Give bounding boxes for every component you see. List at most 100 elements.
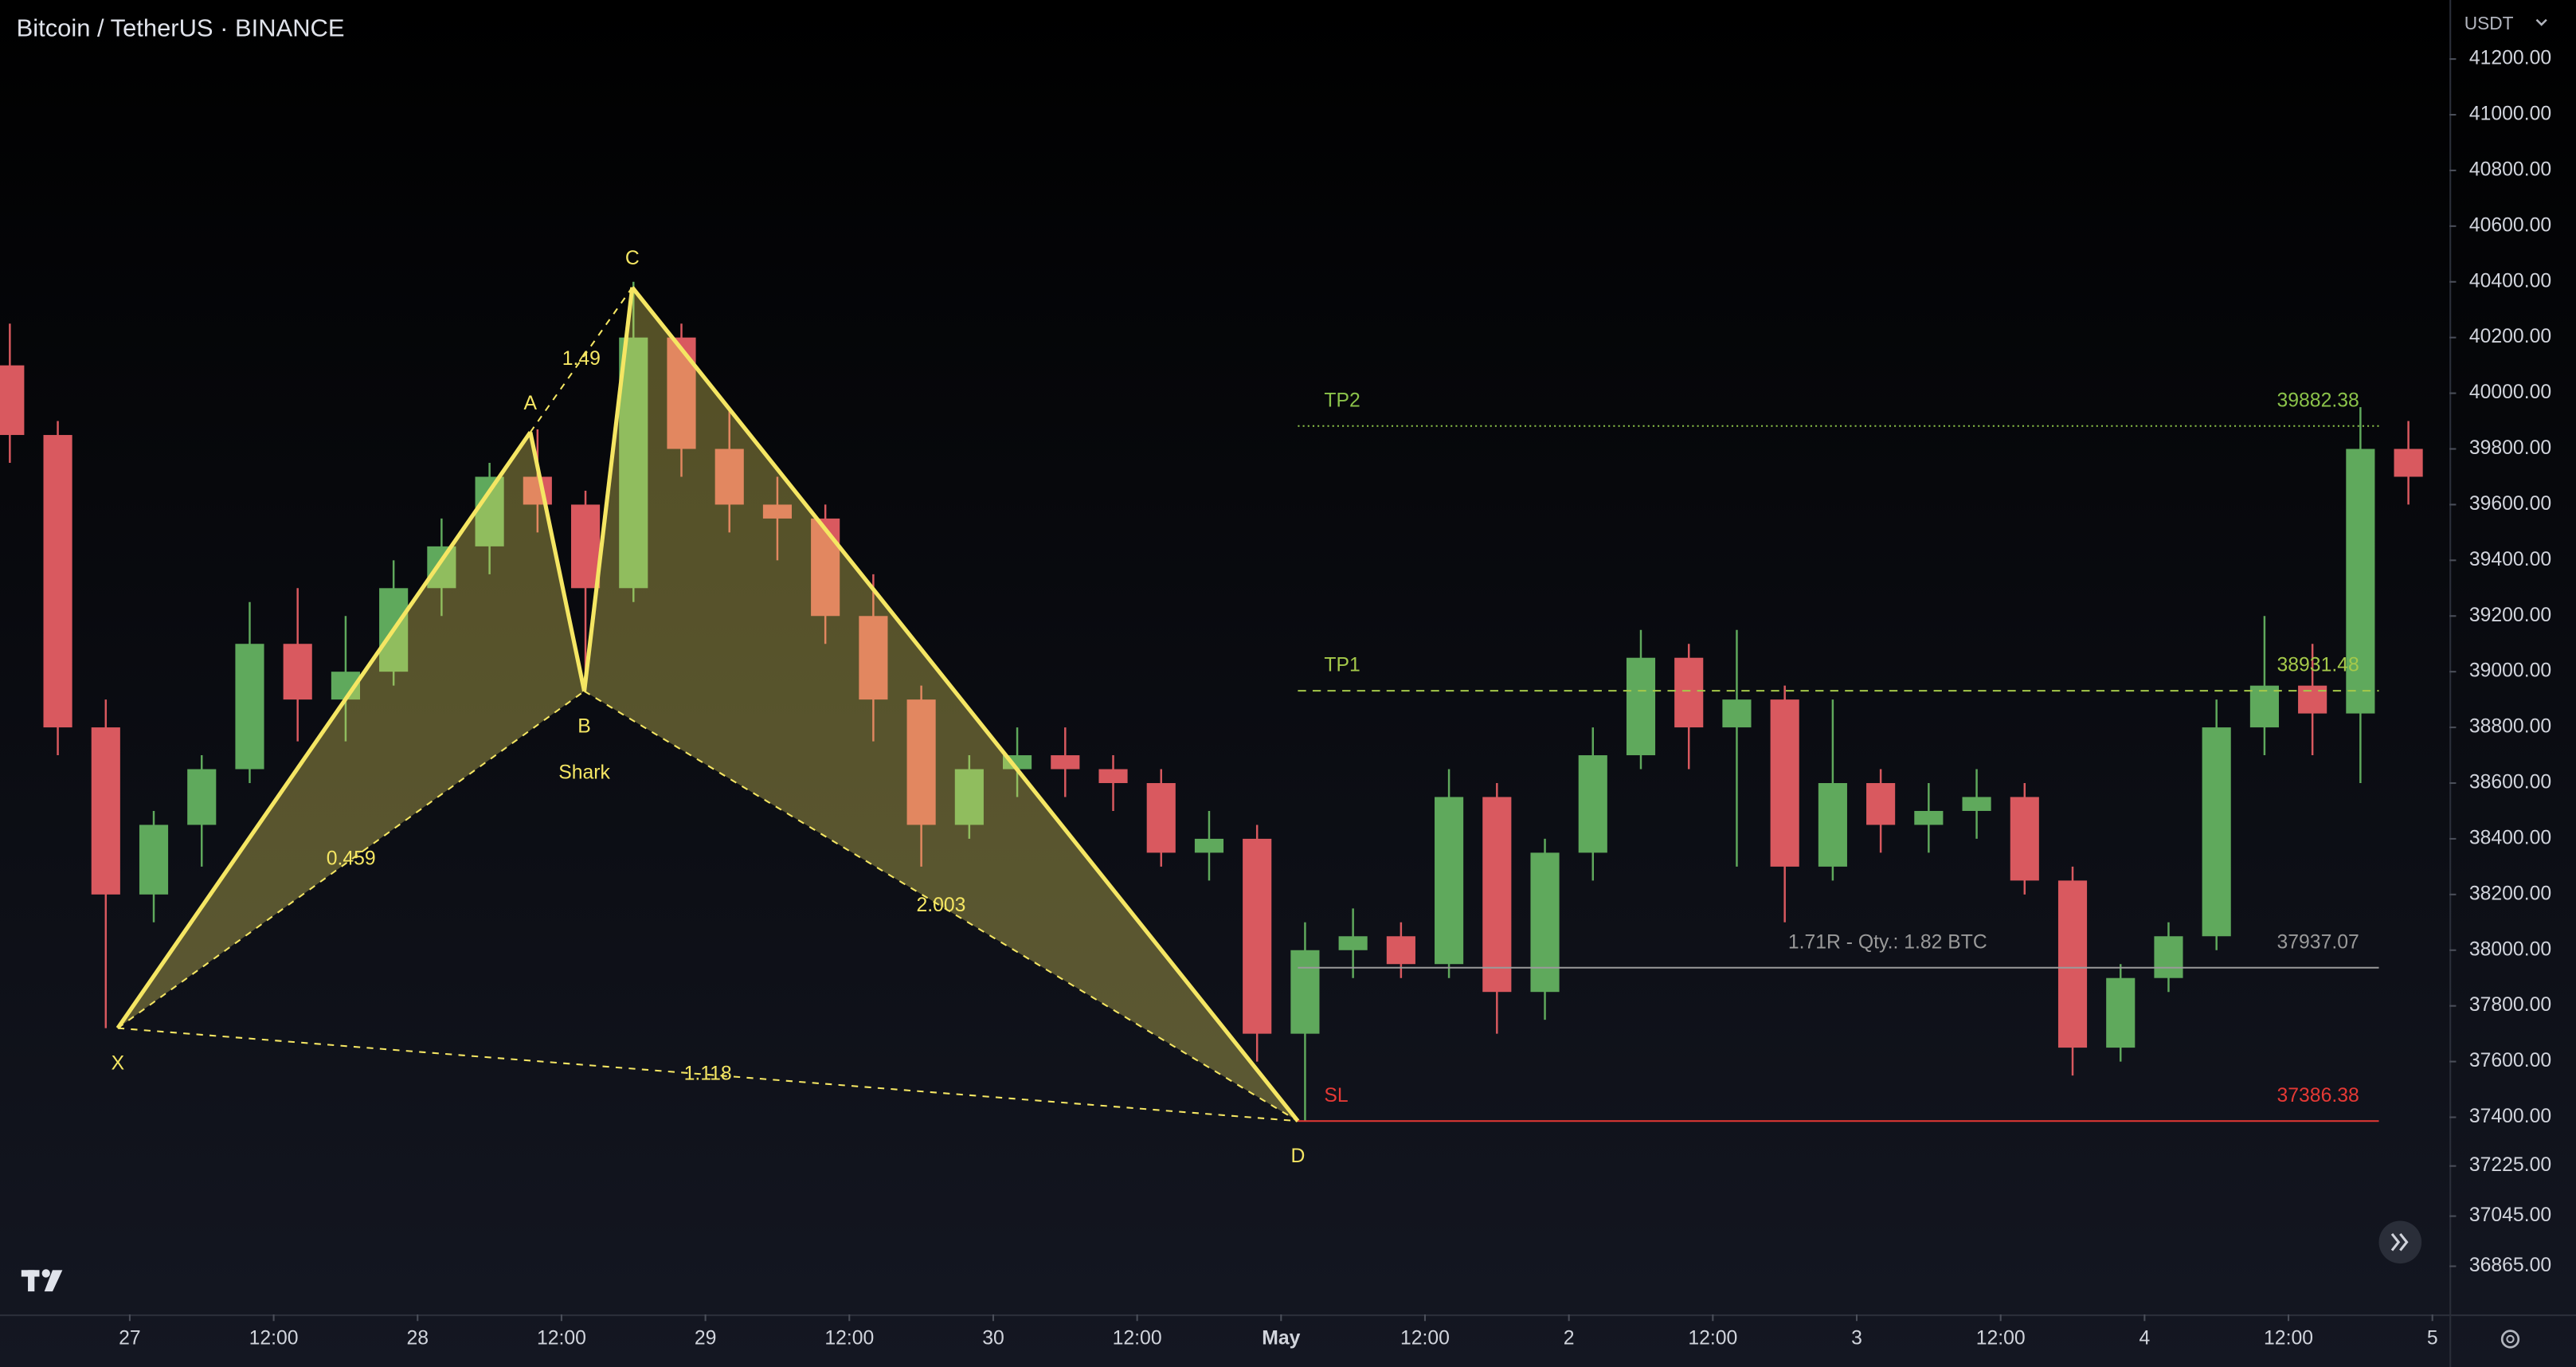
candle-body [1098, 769, 1128, 784]
candle-body [1338, 936, 1368, 950]
candle-body [1914, 810, 1944, 825]
candle-body [762, 504, 793, 519]
pattern-point-label: B [577, 716, 591, 738]
pattern-name: Shark [558, 762, 610, 783]
y-tick-label: 38200.00 [2469, 883, 2551, 904]
candle-body [811, 518, 840, 617]
candle-body [0, 365, 25, 436]
y-tick-label: 37225.00 [2469, 1154, 2551, 1176]
trade-level-name: TP1 [1324, 655, 1360, 676]
y-tick-label: 40800.00 [2469, 159, 2551, 180]
scroll-to-realtime-button[interactable] [2378, 1220, 2422, 1264]
x-tick-label: 2 [1564, 1327, 1575, 1349]
candle-body [91, 727, 120, 895]
trade-level-value: 37386.38 [2277, 1085, 2359, 1107]
y-tick-label: 39000.00 [2469, 660, 2551, 682]
x-tick-label: 12:00 [824, 1327, 874, 1349]
y-tick-label: 37800.00 [2469, 994, 2551, 1016]
candle-body [1482, 797, 1512, 993]
candle-body [235, 644, 264, 770]
y-tick-label: 38800.00 [2469, 716, 2551, 738]
candle-body [139, 825, 169, 895]
candle-body [523, 476, 552, 505]
x-tick-label: 12:00 [2264, 1327, 2313, 1349]
settings-icon[interactable] [2500, 1330, 2520, 1349]
candle-body [1674, 657, 1704, 728]
candle-body [906, 699, 936, 825]
candle-body [1051, 755, 1080, 770]
x-tick-label: 12:00 [1400, 1327, 1450, 1349]
candle-body [1386, 936, 1415, 965]
candle-body [570, 504, 601, 589]
candle-body [2057, 880, 2088, 1048]
x-tick-label: 12:00 [1976, 1327, 2026, 1349]
candle-body [283, 644, 312, 700]
candle-body [1866, 783, 1896, 825]
x-tick-label: 12:00 [1688, 1327, 1737, 1349]
pattern-leg [115, 431, 532, 1030]
y-tick-label: 39400.00 [2469, 549, 2551, 570]
candle-body [2154, 936, 2183, 978]
y-tick-label: 40200.00 [2469, 326, 2551, 347]
pattern-point-label: C [625, 248, 640, 269]
pattern-fill [117, 432, 585, 1028]
y-tick-label: 37400.00 [2469, 1106, 2551, 1127]
candle-body [1818, 783, 1847, 867]
candle-body [1435, 797, 1464, 965]
x-tick-label: 27 [119, 1327, 141, 1349]
y-tick-label: 39800.00 [2469, 437, 2551, 459]
y-tick-label: 38400.00 [2469, 827, 2551, 848]
trade-level-value: 38931.48 [2277, 655, 2359, 676]
currency-caret [2535, 18, 2547, 26]
trade-level-name: 1.71R - Qty.: 1.82 BTC [1788, 931, 1987, 953]
candle-body [954, 769, 984, 825]
x-tick-label: 12:00 [1113, 1327, 1162, 1349]
y-tick-label: 40000.00 [2469, 382, 2551, 403]
y-tick-label: 39200.00 [2469, 605, 2551, 626]
candle-body [1626, 657, 1656, 756]
x-tick-label: 30 [982, 1327, 1004, 1349]
candle-body [714, 448, 744, 505]
y-tick-label: 39600.00 [2469, 493, 2551, 515]
candle-body [2202, 727, 2231, 937]
candle-body [2010, 797, 2039, 881]
candle-body [1722, 699, 1752, 728]
trade-level-value: 39882.38 [2277, 390, 2359, 411]
candle-body [2106, 977, 2136, 1048]
candle-body [859, 616, 888, 700]
x-tick-label: 4 [2139, 1327, 2150, 1349]
x-tick-label: 29 [695, 1327, 717, 1349]
candle-body [1530, 852, 1560, 993]
trade-level-name: TP2 [1324, 390, 1360, 411]
candle-body [619, 337, 648, 589]
x-tick-label: 5 [2427, 1327, 2438, 1349]
pattern-leg [630, 286, 1300, 1122]
currency-label[interactable]: USDT [2464, 13, 2514, 33]
symbol-title: Bitcoin / TetherUS · BINANCE [17, 14, 345, 41]
y-tick-label: 38000.00 [2469, 938, 2551, 960]
candle-body [2249, 685, 2279, 728]
y-tick-label: 40600.00 [2469, 214, 2551, 236]
pattern-ratio-line [117, 690, 585, 1029]
candle-body [427, 546, 456, 589]
y-tick-label: 36865.00 [2469, 1255, 2551, 1276]
candle-body [1290, 950, 1320, 1034]
candle-body [1194, 838, 1224, 853]
candle-body [2394, 448, 2423, 477]
candle-body [43, 435, 72, 728]
pattern-point-label: X [112, 1053, 125, 1075]
y-tick-label: 41200.00 [2469, 48, 2551, 69]
candle-body [1243, 838, 1272, 1034]
candle-body [1962, 797, 1991, 811]
pattern-ratio-line [529, 287, 633, 433]
y-tick-label: 37600.00 [2469, 1050, 2551, 1071]
x-tick-label: 28 [406, 1327, 429, 1349]
y-tick-label: 40400.00 [2469, 270, 2551, 292]
trade-level-value: 37937.07 [2277, 931, 2359, 953]
pattern-ratio-label: 1.118 [684, 1063, 732, 1084]
candle-body [2298, 685, 2327, 714]
candle-body [1146, 783, 1176, 853]
x-tick-label: 12:00 [249, 1327, 299, 1349]
